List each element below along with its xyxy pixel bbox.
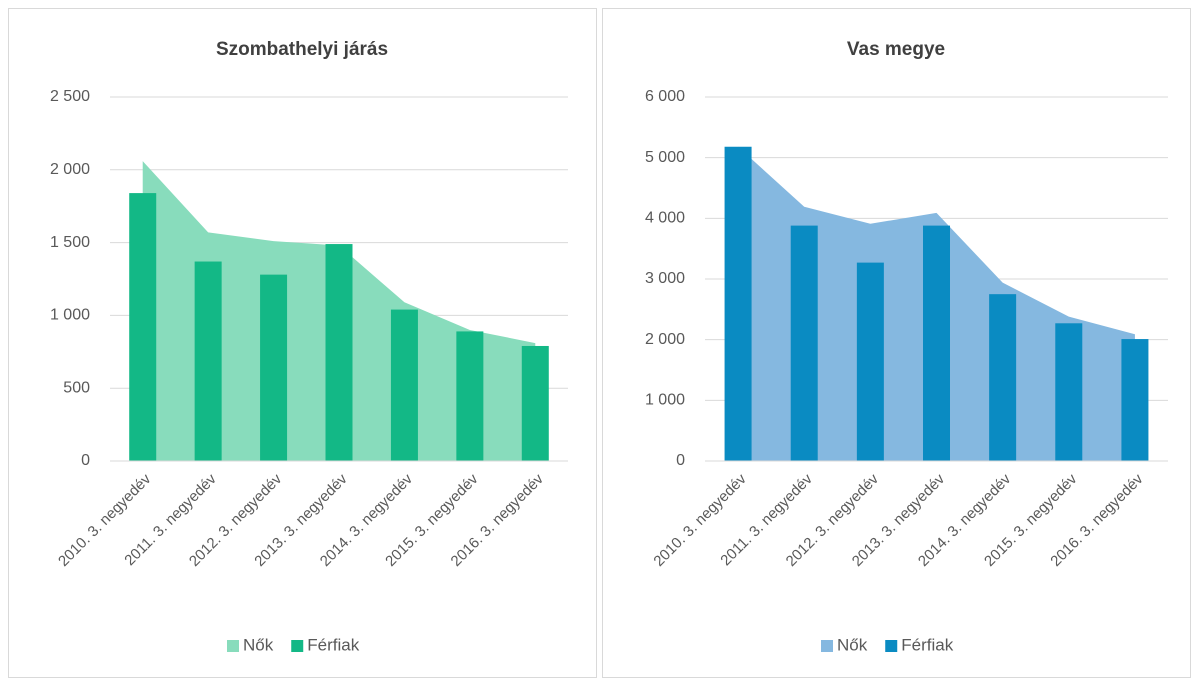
- bar: [989, 294, 1017, 461]
- bar: [456, 331, 484, 461]
- bar: [194, 261, 222, 461]
- y-tick-label: 2 000: [50, 161, 90, 178]
- legend-swatch: [885, 640, 898, 652]
- bar: [856, 262, 884, 461]
- y-tick-label: 500: [63, 379, 90, 396]
- y-tick-label: 2 500: [50, 88, 90, 105]
- bar: [260, 274, 288, 461]
- y-tick-label: 1 000: [645, 392, 685, 409]
- chart-title: Vas megye: [847, 39, 945, 60]
- y-tick-label: 1 500: [50, 234, 90, 251]
- bar: [923, 225, 950, 461]
- y-tick-label: 0: [676, 452, 685, 469]
- y-tick-label: 2 000: [645, 331, 685, 348]
- legend-swatch: [227, 640, 239, 652]
- bar: [724, 146, 752, 461]
- bar: [390, 309, 418, 461]
- legend-swatch: [291, 640, 304, 652]
- bar: [325, 244, 353, 461]
- y-tick-label: 0: [81, 452, 90, 469]
- legend-label: Nők: [243, 635, 274, 654]
- legend-label: Férfiak: [307, 635, 359, 654]
- y-tick-label: 1 000: [50, 307, 90, 324]
- bar: [1121, 339, 1149, 461]
- y-tick-label: 6 000: [645, 88, 685, 105]
- bar: [521, 345, 549, 461]
- y-tick-label: 5 000: [645, 149, 685, 166]
- y-tick-label: 4 000: [645, 210, 685, 227]
- legend-label: Férfiak: [901, 635, 953, 654]
- y-tick-label: 3 000: [645, 270, 685, 287]
- bar: [1055, 323, 1083, 461]
- legend-label: Nők: [837, 635, 868, 654]
- bar: [129, 193, 157, 461]
- bar: [790, 225, 818, 461]
- legend-swatch: [821, 640, 833, 652]
- chart-title: Szombathelyi járás: [216, 39, 388, 60]
